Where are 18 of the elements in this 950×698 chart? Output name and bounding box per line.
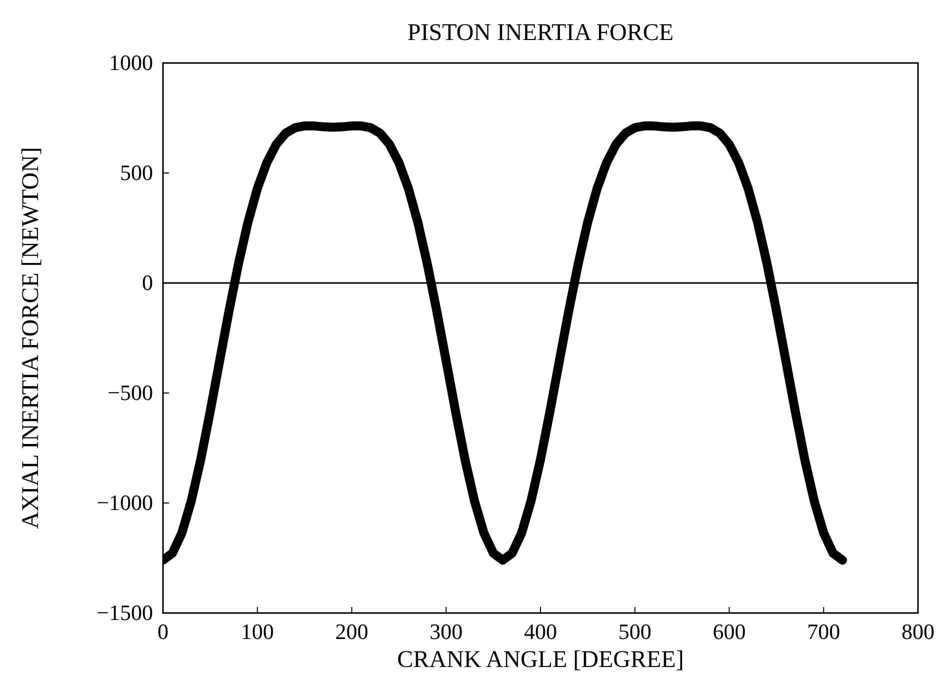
y-tick-label: 500	[120, 160, 153, 185]
x-tick-label: 400	[524, 619, 557, 644]
x-tick-label: 600	[712, 619, 746, 644]
x-tick-label: 700	[807, 619, 840, 644]
y-tick-label: 0	[142, 270, 153, 295]
x-tick-label: 300	[430, 619, 463, 644]
y-tick-label: 1000	[109, 50, 153, 75]
x-tick-label: 0	[158, 619, 168, 644]
x-tick-label: 800	[902, 619, 934, 644]
chart-title: PISTON INERTIA FORCE	[407, 20, 674, 46]
x-axis-title: CRANK ANGLE [DEGREE]	[397, 647, 684, 673]
y-tick-label: −1500	[96, 600, 153, 625]
y-axis-title: AXIAL INERTIA FORCE [NEWTON]	[18, 147, 44, 529]
x-tick-label: 200	[335, 619, 368, 644]
x-tick-label: 100	[240, 619, 274, 644]
y-tick-label: −500	[108, 380, 153, 405]
y-tick-label: −1000	[96, 490, 153, 515]
x-tick-label: 500	[618, 619, 652, 644]
